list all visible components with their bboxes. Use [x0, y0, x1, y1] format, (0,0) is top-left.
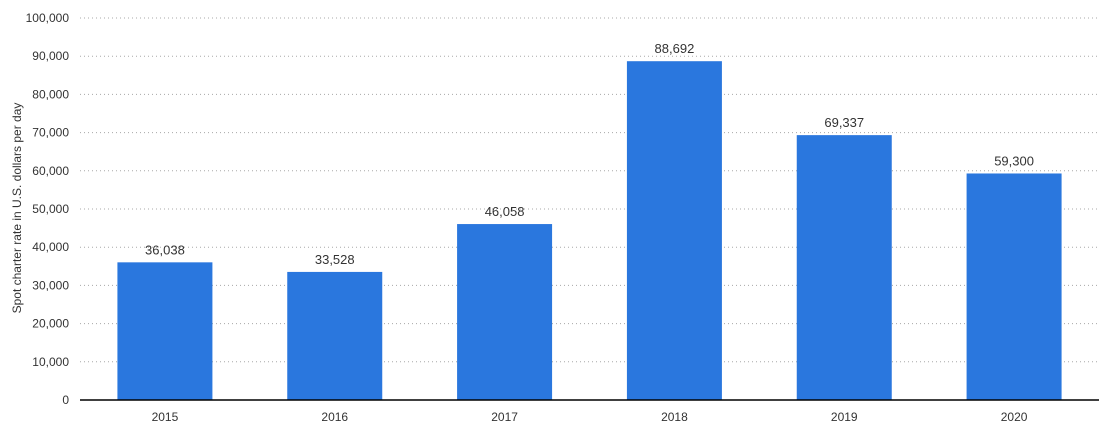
bar [287, 271, 383, 400]
gridlines [80, 17, 1099, 363]
y-tick-label: 70,000 [32, 126, 69, 140]
data-label: 46,058 [485, 204, 525, 219]
x-tick-label: 2019 [831, 410, 858, 424]
x-tick-label: 2018 [661, 410, 688, 424]
y-tick-label: 100,000 [26, 11, 70, 25]
y-axis-title: Spot charter rate in U.S. dollars per da… [10, 103, 24, 314]
y-tick-label: 60,000 [32, 164, 69, 178]
data-label: 59,300 [994, 153, 1034, 168]
bars [117, 61, 1062, 400]
x-tick-labels: 2015 2016 2017 2018 2019 2020 [152, 410, 1028, 424]
bar [626, 61, 722, 400]
y-tick-label: 40,000 [32, 240, 69, 254]
bar [117, 262, 213, 400]
y-tick-label: 80,000 [32, 87, 69, 101]
bar [796, 135, 892, 400]
data-label: 88,692 [655, 41, 695, 56]
x-tick-label: 2020 [1001, 410, 1028, 424]
data-labels: 36,038 33,528 46,058 88,692 69,337 59,300 [145, 41, 1034, 267]
bar [457, 224, 553, 400]
x-tick-label: 2017 [491, 410, 518, 424]
bar [966, 173, 1062, 400]
data-label: 36,038 [145, 242, 185, 257]
x-tick-label: 2015 [152, 410, 179, 424]
x-tick-label: 2016 [321, 410, 348, 424]
y-tick-label: 30,000 [32, 278, 69, 292]
y-tick-label: 20,000 [32, 317, 69, 331]
y-tick-labels: 0 10,000 20,000 30,000 40,000 50,000 60,000 70,… [26, 11, 70, 407]
y-tick-label: 10,000 [32, 355, 69, 369]
y-tick-label: 0 [62, 393, 69, 407]
data-label: 33,528 [315, 252, 355, 267]
y-tick-label: 50,000 [32, 202, 69, 216]
y-tick-label: 90,000 [32, 49, 69, 63]
data-label: 69,337 [824, 115, 864, 130]
